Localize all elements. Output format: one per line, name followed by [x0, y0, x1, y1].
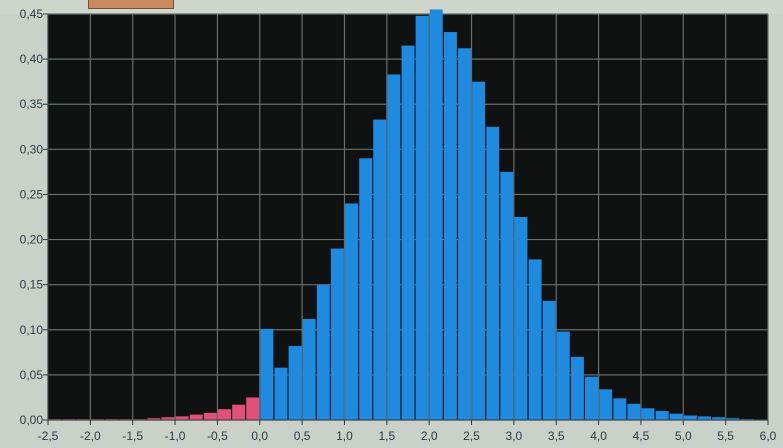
bar-s1-3: [302, 318, 316, 420]
x-tick-label-13: 4,0: [590, 429, 607, 443]
bar-s1-25: [613, 398, 627, 420]
bar-s0-13: [232, 404, 246, 420]
x-tick-label-16: 5,5: [717, 429, 734, 443]
bar-s0-7: [147, 418, 161, 420]
x-tick-label-15: 5,0: [675, 429, 692, 443]
x-tick-label-10: 2,5: [463, 429, 480, 443]
bar-s0-8: [161, 417, 175, 420]
bar-s1-31: [698, 416, 711, 420]
bar-s1-14: [457, 48, 471, 420]
bar-s1-28: [655, 410, 669, 420]
bar-s1-5: [330, 248, 344, 420]
x-tick-label-17: 6,0: [760, 429, 777, 443]
bar-s1-30: [683, 415, 697, 420]
y-tick-label-2: 0,10: [20, 323, 44, 337]
bar-s1-11: [415, 15, 429, 421]
bar-s1-23: [585, 376, 598, 420]
bar-s1-24: [599, 389, 613, 420]
bar-s1-10: [401, 45, 415, 420]
x-tick-label-12: 3,5: [548, 429, 565, 443]
bar-s1-22: [570, 356, 584, 420]
x-tick-label-0: -2,5: [38, 429, 59, 443]
x-tick-label-1: -2,0: [80, 429, 101, 443]
x-tick-label-6: 0,5: [294, 429, 311, 443]
bar-s1-0: [260, 328, 274, 420]
y-tick-label-6: 0,30: [20, 142, 44, 156]
tab-button[interactable]: [88, 0, 174, 9]
bar-s1-19: [528, 259, 542, 420]
bar-s1-4: [316, 284, 330, 420]
bar-s1-26: [627, 403, 641, 420]
y-tick-label-8: 0,40: [20, 52, 44, 66]
x-tick-label-3: -1,0: [165, 429, 186, 443]
y-tick-label-7: 0,35: [20, 97, 44, 111]
bar-s0-12: [218, 409, 231, 420]
top-strip: [0, 0, 783, 14]
bar-s1-1: [274, 367, 288, 420]
bar-s1-18: [514, 217, 528, 420]
y-tick-label-5: 0,25: [20, 187, 44, 201]
x-tick-label-14: 4,5: [633, 429, 650, 443]
x-tick-label-8: 1,5: [378, 429, 395, 443]
bar-s1-7: [359, 158, 373, 420]
x-tick-label-4: -0,5: [207, 429, 228, 443]
bar-s1-13: [443, 32, 457, 421]
bar-s1-29: [669, 413, 683, 420]
bar-s1-15: [472, 81, 486, 421]
bar-s1-8: [373, 119, 387, 420]
x-tick-label-11: 3,0: [506, 429, 523, 443]
x-tick-label-7: 1,0: [336, 429, 353, 443]
bar-s0-11: [203, 412, 217, 420]
bar-s1-2: [288, 346, 302, 420]
bar-s0-14: [246, 397, 260, 420]
y-tick-label-0: 0,00: [20, 413, 44, 427]
bar-s1-32: [712, 417, 726, 420]
bar-s0-9: [175, 416, 189, 420]
y-tick-label-4: 0,20: [20, 233, 44, 247]
y-tick-label-9: 0,45: [20, 7, 44, 21]
bar-s1-12: [429, 9, 443, 420]
x-tick-label-2: -1,5: [122, 429, 143, 443]
bar-s1-16: [486, 126, 500, 421]
bar-s1-20: [542, 300, 556, 420]
bar-s1-9: [387, 74, 401, 421]
bar-s1-27: [641, 408, 655, 420]
bar-s1-21: [556, 331, 570, 420]
y-tick-label-3: 0,15: [20, 278, 44, 292]
bar-s1-17: [500, 171, 514, 420]
bar-s1-33: [726, 418, 740, 420]
x-tick-label-9: 2,0: [421, 429, 438, 443]
bar-s1-6: [345, 203, 359, 420]
bar-s0-10: [189, 414, 203, 420]
x-tick-label-5: 0,0: [251, 429, 268, 443]
y-tick-label-1: 0,05: [20, 368, 44, 382]
